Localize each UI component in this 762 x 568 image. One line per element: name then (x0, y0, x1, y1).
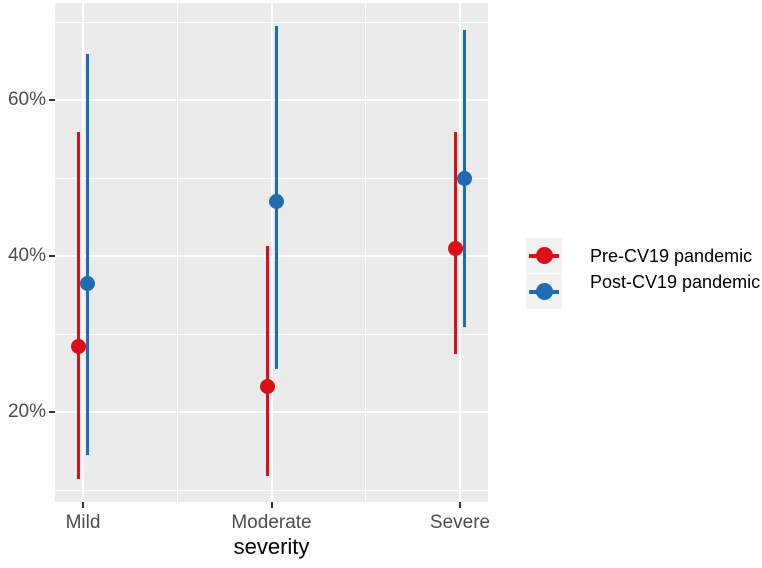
errorbar-pre-cv19-pandemic-mild (77, 131, 80, 479)
errorbar-pre-cv19-pandemic-moderate (265, 246, 269, 477)
y-tick-mark (49, 99, 55, 102)
plot-panel (55, 3, 488, 502)
x-tick-label-mild: Mild (65, 512, 101, 533)
x-axis-title: severity (233, 534, 310, 559)
x-tick-mark (459, 502, 461, 508)
point-pre-cv19-pandemic-mild (71, 338, 86, 354)
errorbar-post-cv19-pandemic-mild (86, 53, 89, 456)
point-pre-cv19-pandemic-moderate (259, 379, 275, 395)
y-tick-label: 40% (7, 245, 46, 267)
legend-key-pre-cv19-pandemic (526, 238, 562, 273)
legend-glyph-point (535, 283, 553, 300)
y-tick-label: 60% (7, 89, 46, 111)
legend-label-post-cv19-pandemic: Post-CV19 pandemic (590, 272, 761, 292)
y-tick-label: 20% (7, 401, 46, 423)
grid-major-vertical-moderate (270, 3, 273, 502)
x-tick-mark (82, 502, 84, 508)
point-post-cv19-pandemic-moderate (268, 194, 284, 210)
y-tick-mark (49, 255, 55, 258)
point-post-cv19-pandemic-severe (457, 170, 472, 186)
grid-minor-vertical (176, 3, 178, 502)
point-post-cv19-pandemic-mild (80, 276, 95, 292)
legend-key-post-cv19-pandemic (526, 274, 562, 309)
y-tick-mark (49, 411, 55, 414)
x-tick-label-severe: Severe (429, 512, 491, 533)
legend-label-pre-cv19-pandemic: Pre-CV19 pandemic (590, 246, 753, 266)
x-tick-label-moderate: Moderate (231, 512, 312, 533)
grid-major-vertical-mild (82, 3, 84, 502)
x-tick-mark (270, 502, 273, 508)
grid-minor-vertical (365, 3, 367, 502)
legend-glyph-point (535, 247, 553, 264)
point-pre-cv19-pandemic-severe (448, 241, 463, 257)
